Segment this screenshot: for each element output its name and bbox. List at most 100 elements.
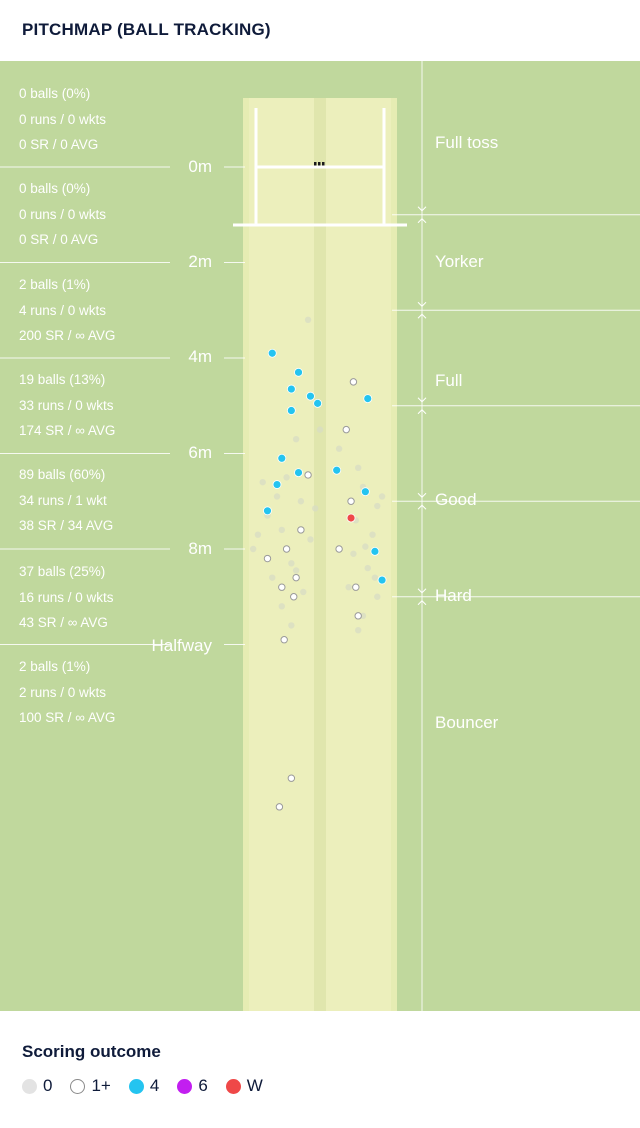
stat-sr-avg: 100 SR / ∞ AVG <box>19 710 116 725</box>
ball-point-0 <box>335 445 343 452</box>
ball-point-0 <box>278 603 285 610</box>
dot-icon <box>225 1078 241 1094</box>
ball-point-4 <box>286 406 296 415</box>
ball-point-0 <box>371 574 379 581</box>
ball-point-0 <box>316 426 324 433</box>
ball-point-0 <box>283 474 290 481</box>
stat-runs: 0 runs / 0 wkts <box>19 206 107 222</box>
ball-point-1plus <box>290 593 298 601</box>
ball-point-0 <box>254 531 262 538</box>
distance-label-0m: 0m <box>188 157 212 176</box>
ball-point-4 <box>377 575 387 585</box>
arrow-up-icon <box>417 600 427 606</box>
pitch-center-strip <box>314 98 326 1011</box>
stump <box>318 162 321 166</box>
arrow-down-icon <box>417 588 427 594</box>
stat-sr-avg: 0 SR / 0 AVG <box>19 232 99 247</box>
dot-icon <box>128 1078 144 1094</box>
ring-icon <box>70 1078 86 1094</box>
dot-icon <box>177 1078 193 1094</box>
stat-sr-avg: 38 SR / 34 AVG <box>19 518 114 533</box>
ball-point-1plus <box>352 583 360 591</box>
ball-point-0 <box>345 584 352 591</box>
arrow-down-icon <box>417 492 427 498</box>
ball-point-0 <box>273 493 281 500</box>
ball-point-0 <box>300 588 307 596</box>
stat-sr-avg: 43 SR / ∞ AVG <box>19 615 108 630</box>
ball-point-w <box>346 513 356 523</box>
zone-stats: 0 balls (0%) 0 runs / 0 wkts 0 SR / 0 AV… <box>19 81 106 158</box>
ball-point-0 <box>288 622 295 629</box>
ball-point-0 <box>292 567 300 574</box>
ball-point-4 <box>294 367 303 377</box>
ball-point-4 <box>332 465 342 475</box>
ball-point-4 <box>272 480 282 489</box>
stat-balls: 19 balls (13%) <box>19 372 106 387</box>
ball-point-0 <box>374 593 381 600</box>
zone-label-bouncer: Bouncer <box>435 713 499 732</box>
distance-label-8m: 8m <box>188 539 212 558</box>
ball-point-0 <box>288 560 295 567</box>
arrow-up-icon <box>417 218 427 224</box>
legend-item-0: 0 <box>22 1076 52 1096</box>
ball-point-1plus <box>304 471 312 479</box>
ball-point-0 <box>278 526 285 534</box>
ball-point-4 <box>313 398 323 408</box>
ball-point-4 <box>294 468 303 478</box>
stat-runs: 16 runs / 0 wkts <box>19 589 114 605</box>
ball-point-0 <box>304 316 312 323</box>
stat-balls: 2 balls (1%) <box>19 277 91 292</box>
stump <box>322 162 325 166</box>
ball-point-0 <box>249 545 257 553</box>
zone-label-full: Full <box>435 371 463 390</box>
legend-item-1plus: 1+ <box>70 1076 111 1096</box>
ball-point-1plus <box>278 583 286 591</box>
ball-point-1plus <box>292 573 300 582</box>
ball-point-1plus <box>287 774 296 782</box>
stat-sr-avg: 200 SR / ∞ AVG <box>19 328 116 343</box>
stump <box>314 162 317 166</box>
ball-point-0 <box>378 493 386 500</box>
arrow-down-icon <box>417 397 427 403</box>
stat-runs: 2 runs / 0 wkts <box>19 684 107 700</box>
legend: 0 1+ 4 6 W <box>22 1076 281 1096</box>
ball-point-0 <box>297 498 305 505</box>
ball-point-4 <box>277 453 287 463</box>
ball-point-0 <box>362 543 369 550</box>
ball-point-0 <box>369 531 376 538</box>
zone-stats: 2 balls (1%) 2 runs / 0 wkts 100 SR / ∞ … <box>19 654 115 731</box>
distance-label-4m: 4m <box>188 347 212 366</box>
ball-point-0 <box>355 464 362 472</box>
ball-point-4 <box>370 546 380 556</box>
stat-runs: 0 runs / 0 wkts <box>19 111 107 127</box>
legend-label: W <box>246 1076 263 1095</box>
ball-point-4 <box>267 348 277 358</box>
stat-balls: 2 balls (1%) <box>19 659 91 674</box>
arrow-up-icon <box>417 313 427 319</box>
stat-runs: 34 runs / 1 wkt <box>19 492 107 508</box>
legend-label: 1+ <box>91 1076 111 1095</box>
dot-icon <box>22 1078 37 1094</box>
legend-item-w: W <box>225 1076 263 1096</box>
zone-label-full-toss: Full toss <box>435 133 499 152</box>
ball-point-0 <box>355 626 362 634</box>
arrow-down-icon <box>417 301 427 307</box>
zone-stats: 37 balls (25%) 16 runs / 0 wkts 43 SR / … <box>19 559 114 636</box>
ball-point-0 <box>374 502 381 510</box>
stat-runs: 4 runs / 0 wkts <box>19 302 107 318</box>
zone-label-yorker: Yorker <box>435 252 484 271</box>
zone-stats: 2 balls (1%) 4 runs / 0 wkts 200 SR / ∞ … <box>19 272 115 349</box>
zone-stats: 0 balls (0%) 0 runs / 0 wkts 0 SR / 0 AV… <box>19 176 106 253</box>
ball-point-1plus <box>280 636 288 644</box>
ball-point-1plus <box>297 526 305 534</box>
stat-sr-avg: 174 SR / ∞ AVG <box>19 423 116 438</box>
distance-label-halfway: Halfway <box>151 636 212 655</box>
ball-point-4 <box>360 487 370 497</box>
ball-point-1plus <box>347 497 355 505</box>
zone-label-hard: Hard <box>435 586 472 605</box>
ball-point-1plus <box>335 545 343 553</box>
zone-stats: 19 balls (13%) 33 runs / 0 wkts 174 SR /… <box>19 367 115 444</box>
stat-runs: 33 runs / 0 wkts <box>19 397 114 413</box>
ball-point-1plus <box>282 545 291 553</box>
